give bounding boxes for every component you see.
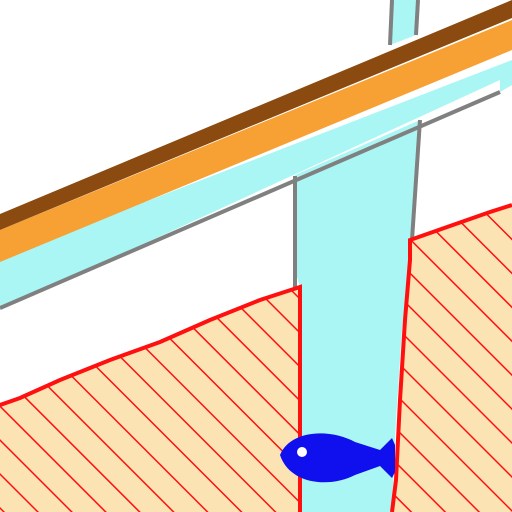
fish-eye [297,447,307,457]
wooden-rail-dark [0,0,512,230]
sand-edge-left-top [0,284,302,512]
sand-edge-right [390,203,512,512]
wooden-rail-light [0,20,512,262]
upper-pipe [390,0,418,45]
diagonal-beam [0,60,512,310]
fish-body [280,433,395,483]
beam-edge-lower [0,90,501,310]
channel-edge-right [410,119,422,241]
upper-pipe-edge-left [388,0,394,46]
water-channel [295,120,420,512]
sand-bank-left [0,287,300,512]
fish-icon[interactable] [280,433,395,483]
upper-pipe-edge-right [414,0,420,36]
sand-bank-right [392,205,512,512]
